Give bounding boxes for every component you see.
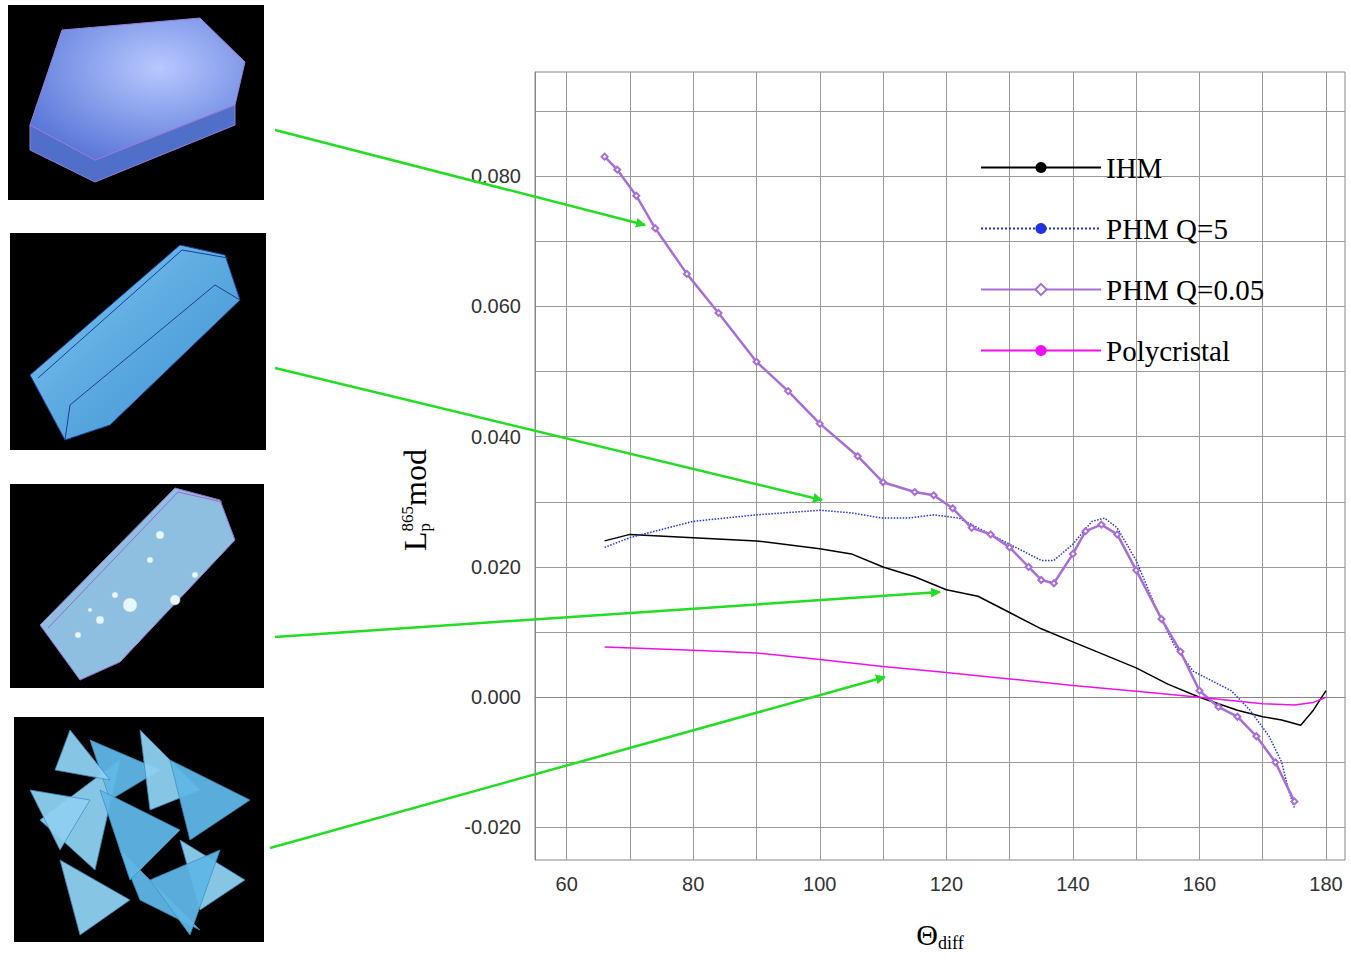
svg-text:100: 100 — [803, 873, 836, 895]
svg-text:120: 120 — [930, 873, 963, 895]
svg-text:80: 80 — [682, 873, 704, 895]
svg-text:PHM Q=5: PHM Q=5 — [1106, 213, 1228, 245]
svg-text:0.040: 0.040 — [471, 426, 521, 448]
svg-text:IHM: IHM — [1106, 152, 1162, 184]
svg-text:-0.020: -0.020 — [464, 816, 521, 838]
html-text:mod: mod — [396, 449, 433, 506]
svg-text:60: 60 — [556, 873, 578, 895]
html-text:p: p — [414, 522, 433, 532]
svg-text:0.000: 0.000 — [471, 686, 521, 708]
svg-text:Polycristal: Polycristal — [1106, 335, 1230, 367]
svg-text:0.020: 0.020 — [471, 556, 521, 578]
svg-text:0.060: 0.060 — [471, 295, 521, 317]
svg-text:180: 180 — [1309, 873, 1342, 895]
svg-text:PHM Q=0.05: PHM Q=0.05 — [1106, 274, 1264, 306]
svg-text:140: 140 — [1056, 873, 1089, 895]
html-text:865: 865 — [397, 505, 416, 532]
html-text:Θdiff: Θdiff — [916, 917, 964, 954]
svg-text:160: 160 — [1183, 873, 1216, 895]
html-text:L: L — [396, 531, 433, 551]
svg-text:0.080: 0.080 — [471, 165, 521, 187]
